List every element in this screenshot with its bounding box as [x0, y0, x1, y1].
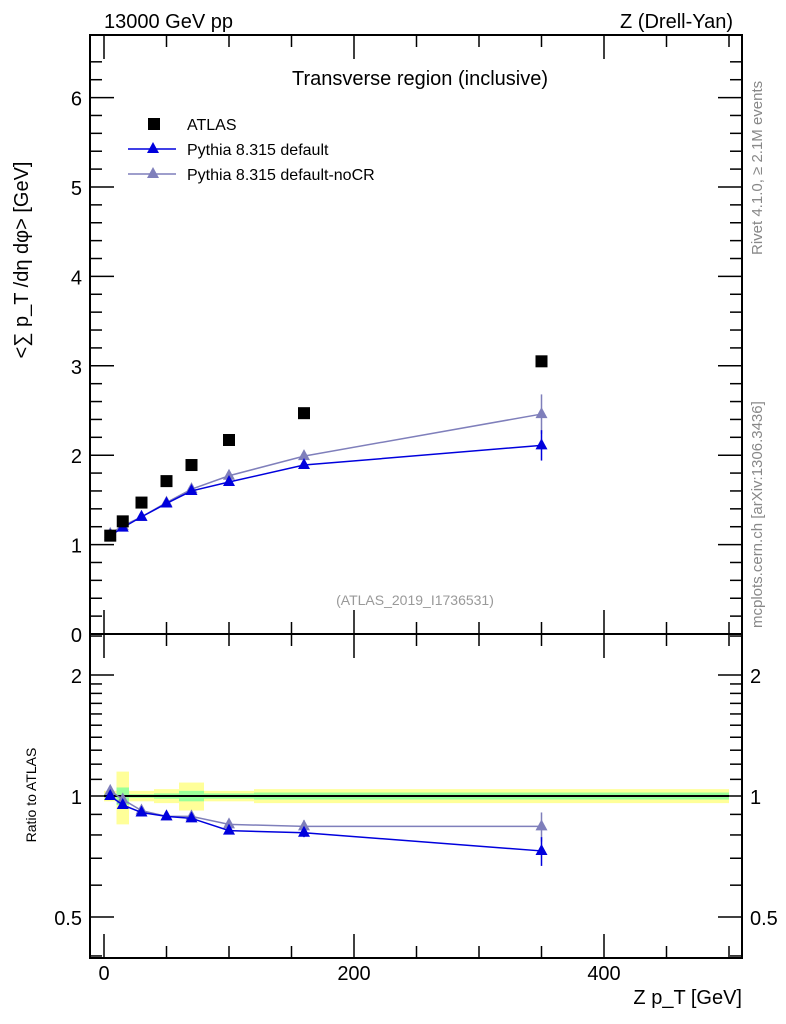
- ratio-ylabel: Ratio to ATLAS: [23, 748, 39, 843]
- data-point-atlas: [116, 515, 129, 528]
- main-ylabel: <∑ p_T /dη dφ> [GeV]: [11, 162, 33, 359]
- legend-marker: [147, 142, 159, 153]
- header-right: Z (Drell-Yan): [620, 11, 733, 33]
- data-point: [135, 805, 148, 817]
- y-tick-label: 6: [71, 89, 82, 111]
- data-point: [185, 811, 198, 823]
- data-point: [298, 825, 310, 837]
- legend-marker: [147, 167, 159, 178]
- main-title: Transverse region (inclusive): [292, 68, 548, 90]
- data-point: [104, 789, 117, 800]
- y-tick-label: 3: [71, 357, 82, 379]
- y-tick-label: 5: [71, 178, 82, 200]
- data-point: [160, 809, 173, 821]
- y-tick-label: 0: [71, 625, 82, 647]
- data-point: [223, 823, 235, 835]
- data-point: [535, 438, 548, 450]
- series-line: [109, 795, 542, 852]
- data-point: [185, 483, 198, 495]
- data-point-atlas: [185, 459, 198, 472]
- mcplots-label: mcplots.cern.ch [arXiv:1306.3436]: [749, 401, 766, 628]
- y-tick-label-right: 2: [750, 666, 761, 688]
- y-tick-label: 4: [71, 267, 82, 289]
- y-tick-label: 1: [71, 536, 82, 558]
- series-line: [109, 413, 542, 535]
- data-point: [223, 817, 235, 829]
- header-left: 13000 GeV pp: [104, 11, 233, 33]
- data-point: [535, 843, 548, 855]
- data-point: [116, 797, 129, 809]
- analysis-id: (ATLAS_2019_I1736531): [336, 592, 494, 608]
- y-tick-label: 1: [71, 787, 82, 809]
- data-point: [135, 509, 148, 521]
- legend: ATLAS Pythia 8.315 default Pythia 8.315 de…: [128, 117, 375, 184]
- ratio-panel: 0.5 0.5 1 1 2 2 0 200 400: [54, 633, 778, 985]
- data-point-atlas: [135, 496, 148, 509]
- x-tick-label: 200: [337, 963, 370, 985]
- series-line: [109, 444, 542, 537]
- y-tick-label: 2: [71, 446, 82, 468]
- data-point: [535, 407, 548, 419]
- data-point-atlas: [160, 475, 173, 488]
- y-tick-label-right: 1: [750, 787, 761, 809]
- x-tick-label: 0: [98, 963, 109, 985]
- y-tick-label: 2: [71, 666, 82, 688]
- data-point: [298, 458, 310, 470]
- data-point: [160, 496, 173, 508]
- y-tick-label-right: 0.5: [750, 908, 778, 930]
- ratio-xlabel: Z p_T [GeV]: [633, 987, 742, 1009]
- data-point: [535, 819, 548, 831]
- data-point: [298, 449, 310, 461]
- data-point-atlas: [104, 529, 117, 542]
- legend-marker-atlas: [148, 118, 160, 130]
- data-point-atlas: [223, 433, 235, 446]
- x-tick-label: 400: [587, 963, 620, 985]
- data-point: [298, 819, 310, 831]
- data-point-atlas: [298, 407, 310, 420]
- y-tick-label: 0.5: [54, 908, 82, 930]
- rivet-label: Rivet 4.1.0, ≥ 2.1M events: [749, 81, 766, 255]
- data-point: [223, 468, 235, 480]
- legend-label: ATLAS: [187, 117, 237, 134]
- legend-label: Pythia 8.315 default: [187, 142, 329, 159]
- data-point: [223, 475, 235, 487]
- main-panel: 0 1 2 3 4 5 6: [71, 34, 743, 647]
- legend-label: Pythia 8.315 default-noCR: [187, 167, 375, 184]
- data-point-atlas: [535, 355, 548, 368]
